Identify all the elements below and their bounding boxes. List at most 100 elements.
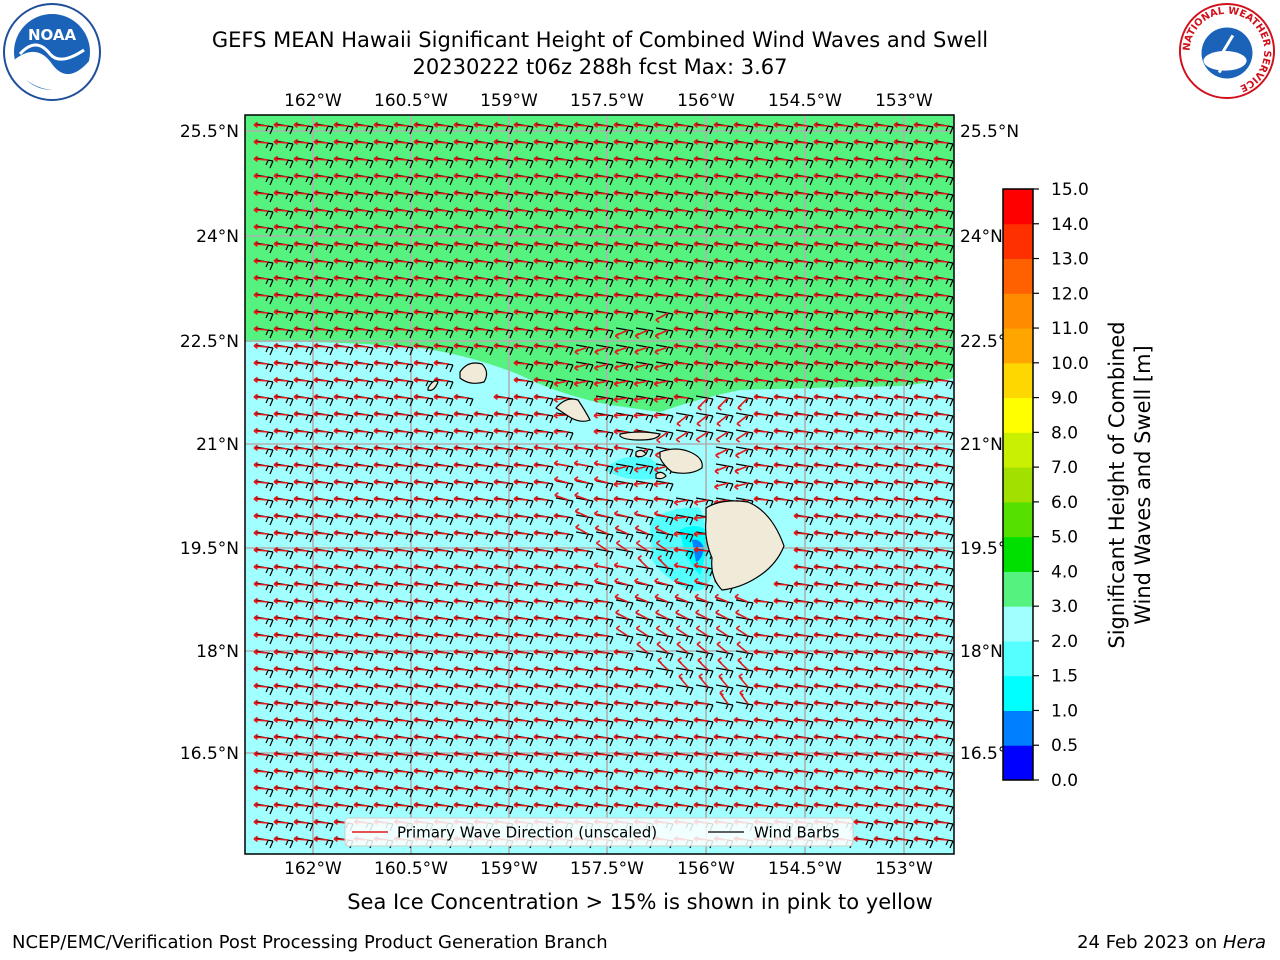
wave-arrow [293, 427, 309, 435]
wave-arrow [813, 291, 829, 299]
wave-arrow [613, 801, 629, 809]
wave-arrow [593, 767, 609, 775]
lon-label-bottom: 154.5°W [768, 859, 842, 879]
wave-arrow [293, 308, 309, 316]
wave-arrow [373, 495, 389, 503]
wave-arrow [773, 291, 789, 299]
credit-host: Hera [1222, 932, 1266, 953]
wave-arrow [693, 240, 709, 248]
wave-arrow [513, 767, 529, 775]
wave-arrow [893, 597, 909, 605]
wave-arrow [393, 682, 409, 690]
wave-arrow [433, 631, 449, 639]
wave-arrow [453, 444, 469, 452]
wave-arrow [633, 801, 649, 809]
wave-arrow [293, 716, 309, 724]
wave-arrow [333, 648, 349, 656]
wave-arrow [453, 342, 469, 350]
wave-arrow [553, 138, 569, 146]
wave-arrow [313, 172, 329, 180]
wave-arrow [253, 767, 269, 775]
wave-arrow [673, 138, 689, 146]
wave-arrow [793, 665, 809, 673]
wave-arrow [793, 257, 809, 265]
noaa-logo: NOAA [3, 3, 101, 101]
wave-arrow [553, 257, 569, 265]
wave-arrow [453, 529, 469, 537]
wave-arrow [893, 274, 909, 282]
wave-arrow [333, 512, 349, 520]
wave-arrow [293, 614, 309, 622]
wave-arrow [433, 461, 449, 469]
wave-arrow [673, 274, 689, 282]
wave-arrow [753, 478, 769, 486]
lon-label-bottom: 162°W [284, 859, 342, 879]
wind-barb [675, 497, 694, 509]
wave-arrow [853, 580, 869, 588]
wind-barb [735, 599, 754, 611]
wave-arrow [533, 206, 549, 214]
wave-arrow [373, 257, 389, 265]
wave-arrow [933, 172, 949, 180]
wave-arrow [656, 641, 669, 654]
wave-arrow [333, 529, 349, 537]
wave-arrow [853, 495, 869, 503]
wave-arrow [253, 546, 269, 554]
wave-arrow [614, 465, 629, 473]
wave-arrow [373, 801, 389, 809]
wave-arrow [253, 563, 269, 571]
wave-arrow [313, 682, 329, 690]
lon-label-bottom: 156°W [677, 859, 735, 879]
wave-arrow [813, 342, 829, 350]
wave-arrow [573, 631, 589, 639]
wave-arrow [693, 155, 709, 163]
wave-arrow [533, 291, 549, 299]
wave-arrow [413, 529, 429, 537]
wave-arrow [913, 461, 929, 469]
wave-arrow [813, 665, 829, 673]
wave-arrow [614, 329, 629, 340]
wave-arrow [773, 138, 789, 146]
wave-arrow [513, 138, 529, 146]
wave-arrow [533, 597, 549, 605]
wave-arrow [593, 733, 609, 741]
wave-arrow [413, 155, 429, 163]
wave-arrow [533, 512, 549, 520]
wave-arrow [833, 648, 849, 656]
wave-arrow [653, 396, 669, 403]
wave-arrow [573, 240, 589, 248]
wave-arrow [633, 716, 649, 724]
wave-arrow [933, 818, 949, 826]
wave-arrow [933, 784, 949, 792]
wave-arrow [293, 818, 309, 826]
wave-arrow [473, 784, 489, 792]
wave-arrow [393, 580, 409, 588]
wave-arrow [333, 359, 349, 367]
wave-arrow [333, 240, 349, 248]
wave-arrow [773, 597, 789, 605]
wave-arrow [413, 716, 429, 724]
wave-arrow [613, 257, 629, 265]
wind-barb [635, 650, 654, 662]
island-kauai [459, 362, 488, 384]
wave-arrow [533, 410, 549, 418]
colorbar-bin [1003, 432, 1033, 468]
wave-arrow [933, 801, 949, 809]
wave-arrow [893, 121, 909, 129]
wave-arrow [696, 414, 709, 427]
colorbar-bin [1003, 536, 1033, 572]
wave-arrow [313, 444, 329, 452]
wave-arrow [273, 563, 289, 571]
wave-arrow [493, 342, 509, 350]
wind-barb [635, 361, 654, 373]
wave-arrow [393, 308, 409, 316]
wave-arrow [453, 461, 469, 469]
wave-arrow [635, 625, 649, 637]
wave-arrow [433, 580, 449, 588]
wave-arrow [753, 750, 769, 758]
wave-arrow [273, 665, 289, 673]
wave-arrow [657, 555, 669, 569]
wave-arrow [473, 478, 489, 486]
wave-arrow [613, 396, 629, 403]
